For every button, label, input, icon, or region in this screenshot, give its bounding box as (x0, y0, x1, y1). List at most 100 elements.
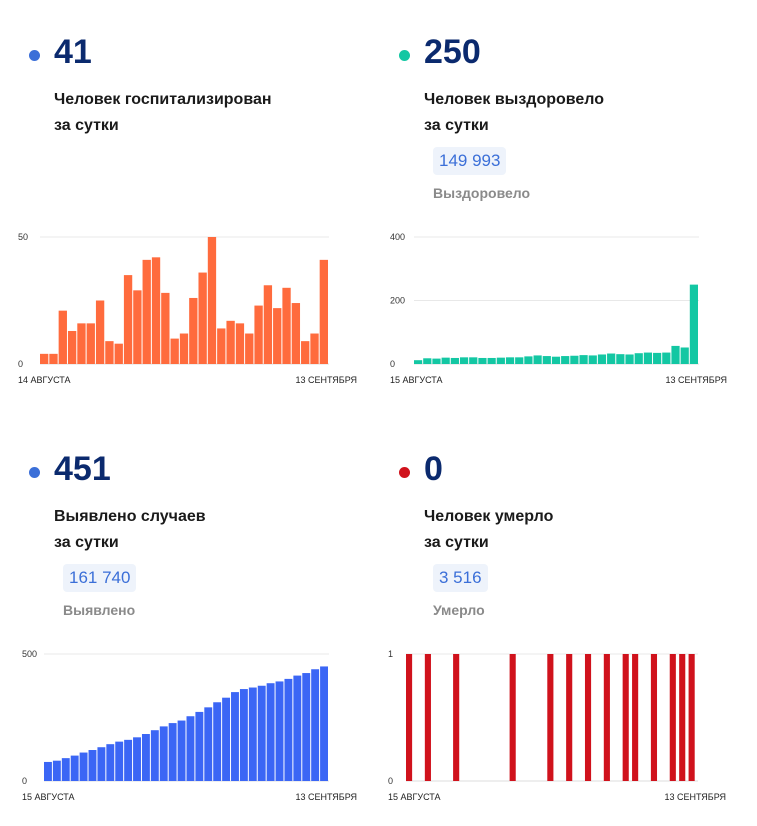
recovered-total-label: Выздоровело (433, 185, 531, 201)
hospitalized-desc-line1: Человек госпитализирован (54, 91, 272, 108)
bar (579, 355, 588, 364)
bar (204, 707, 213, 781)
bar (320, 666, 328, 781)
bar (44, 761, 52, 781)
bar (509, 654, 516, 781)
y-tick-label: 500 (22, 649, 37, 659)
bar (533, 355, 542, 364)
bar (453, 654, 460, 781)
bar (625, 354, 634, 364)
bar (566, 654, 573, 781)
y-tick-label: 0 (388, 776, 393, 786)
bar (207, 237, 217, 364)
bar (310, 333, 319, 364)
cases-description: Выявлено случаев за сутки (54, 504, 354, 556)
hospitalized-desc-line2: за сутки (54, 117, 119, 134)
bar (245, 333, 254, 364)
bar (424, 654, 431, 781)
bar (161, 292, 170, 364)
deaths-total-label: Умерло (433, 602, 485, 618)
deaths-total: 3 516 (433, 564, 488, 592)
bar (79, 752, 88, 781)
bar (570, 355, 579, 364)
bar (67, 330, 77, 364)
bar (248, 687, 257, 781)
y-tick-label: 0 (18, 359, 23, 369)
bar (301, 341, 310, 364)
cases-dot (29, 467, 40, 478)
recovered-desc-line1: Человек выздоровело (424, 91, 605, 108)
bar (159, 726, 168, 781)
bar (441, 357, 450, 364)
bar (616, 354, 625, 364)
bar (496, 357, 505, 364)
bar (478, 357, 487, 364)
bar (680, 347, 689, 364)
bar (195, 711, 204, 781)
bar (275, 681, 284, 781)
bar (273, 308, 282, 364)
bar (257, 685, 266, 781)
bar (170, 338, 179, 364)
bar (542, 356, 551, 364)
x-end-label: 13 СЕНТЯБРЯ (665, 375, 727, 385)
bar (669, 654, 676, 781)
bar (133, 737, 141, 781)
recovered-dot (399, 50, 410, 61)
x-start-label: 15 АВГУСТА (388, 792, 441, 802)
recovered-count: 250 (424, 33, 481, 71)
bar (688, 654, 695, 781)
deaths-dot (399, 467, 410, 478)
bar (254, 305, 263, 364)
bar (179, 333, 189, 364)
bar (141, 734, 150, 781)
bar (88, 750, 97, 781)
bar (584, 654, 592, 781)
recovered-description: Человек выздоровело за сутки (424, 87, 724, 139)
bar (115, 741, 124, 781)
recovered-total: 149 993 (433, 147, 507, 175)
bar (222, 697, 231, 781)
bar (515, 357, 524, 364)
cases-desc-line2: за сутки (54, 534, 119, 551)
bar (239, 689, 248, 781)
bar (123, 275, 133, 364)
bar (662, 352, 671, 364)
bar (650, 654, 658, 781)
bar (414, 360, 423, 364)
bar (469, 357, 478, 364)
bar (487, 357, 496, 364)
bar (97, 747, 106, 781)
bar (432, 358, 441, 364)
bar (632, 654, 639, 781)
bar (213, 702, 222, 781)
bar (406, 654, 413, 781)
recovered-panel: 250 Человек выздоровело за сутки 149 993… (399, 33, 757, 396)
bar (198, 272, 207, 364)
bar (114, 343, 123, 364)
bar (95, 300, 105, 364)
bar (58, 310, 67, 364)
bar (189, 297, 198, 364)
y-tick-label: 50 (18, 232, 28, 242)
hospitalized-description: Человек госпитализирован за сутки (54, 87, 354, 139)
bar (319, 259, 328, 364)
bar (226, 320, 235, 364)
deaths-desc-line2: за сутки (424, 534, 489, 551)
bar (634, 353, 643, 364)
hospitalized-count: 41 (54, 33, 92, 71)
bar (561, 356, 570, 364)
bar (607, 353, 616, 364)
bar (423, 358, 432, 364)
bar (622, 654, 629, 781)
bar (603, 654, 610, 781)
x-start-label: 14 АВГУСТА (18, 375, 71, 385)
x-start-label: 15 АВГУСТА (22, 792, 75, 802)
cases-count: 451 (54, 450, 111, 488)
bar (61, 758, 70, 781)
bar (86, 323, 95, 364)
bar (311, 669, 320, 781)
bar (282, 287, 291, 364)
recovered-desc-line2: за сутки (424, 117, 489, 134)
